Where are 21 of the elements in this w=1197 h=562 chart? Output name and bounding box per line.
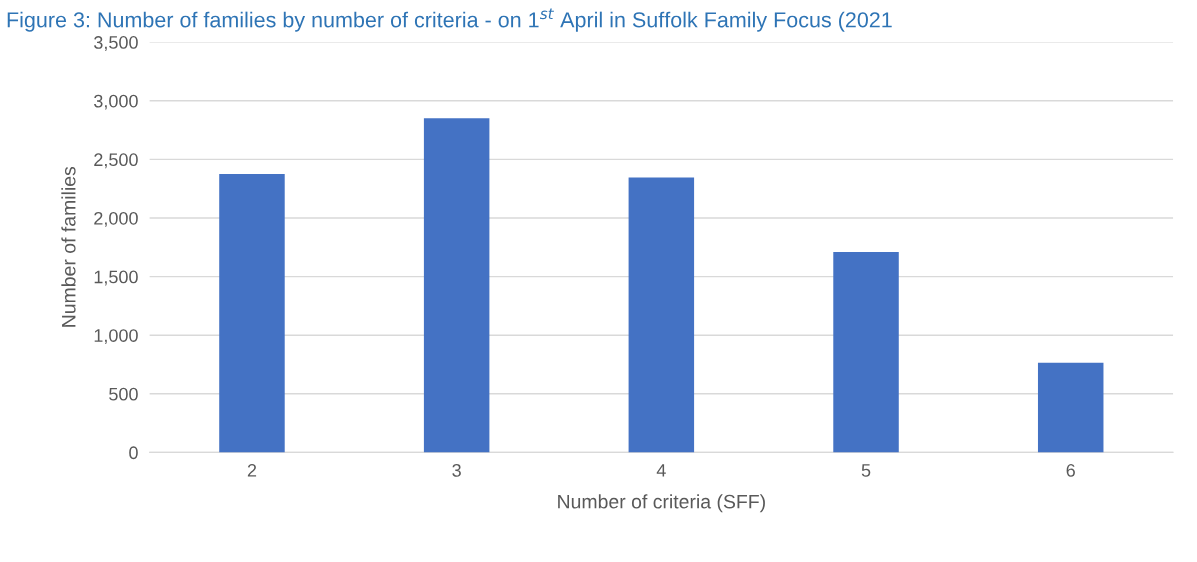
y-tick-label: 1,500 <box>94 270 138 286</box>
bar <box>628 177 695 453</box>
bar <box>833 251 899 453</box>
x-tick-label: 4 <box>656 464 666 477</box>
y-tick-label: 2,000 <box>94 211 138 227</box>
y-tick-label: 3,500 <box>94 36 138 51</box>
y-axis-title: Number of families <box>61 166 76 327</box>
bar <box>423 118 490 453</box>
bar <box>1037 362 1104 453</box>
y-tick-label: 0 <box>129 446 138 460</box>
x-tick-label: 5 <box>861 464 871 477</box>
x-tick-label: 3 <box>452 464 461 477</box>
y-tick-label: 3,000 <box>94 94 138 110</box>
x-tick-label: 2 <box>247 464 257 477</box>
bar <box>219 174 285 453</box>
chart-title: Figure 3: Number of families by number of criteria - on 1$^{st}$ April in Suffolk Family Focus (2021 <box>7 8 892 32</box>
x-tick-label: 6 <box>1066 464 1075 477</box>
y-tick-label: 500 <box>109 387 138 401</box>
y-tick-label: 1,000 <box>94 329 138 345</box>
y-tick-label: 2,500 <box>94 153 138 169</box>
x-axis-title: Number of criteria (SFF) <box>558 494 765 513</box>
